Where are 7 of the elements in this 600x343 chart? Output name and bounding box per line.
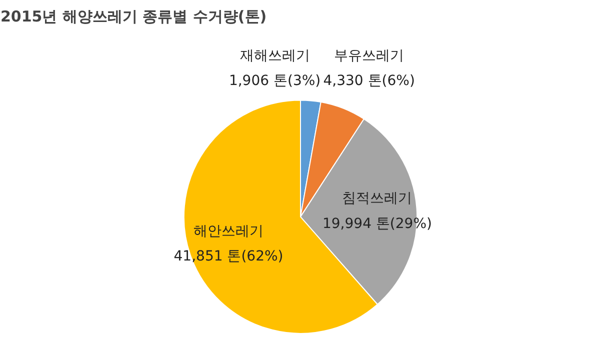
slice-label: 재해쓰레기: [240, 48, 310, 64]
slice-label: 침적쓰레기: [342, 190, 412, 207]
data-label: 4,330 톤(6%): [323, 73, 415, 90]
chart-title: 2015년 해양쓰레기 종류별 수거량(톤): [0, 8, 267, 26]
slice-label: 해안쓰레기: [194, 223, 264, 240]
slice-label: 부유쓰레기: [334, 48, 404, 64]
data-label: 1,906 톤(3%): [228, 73, 321, 90]
